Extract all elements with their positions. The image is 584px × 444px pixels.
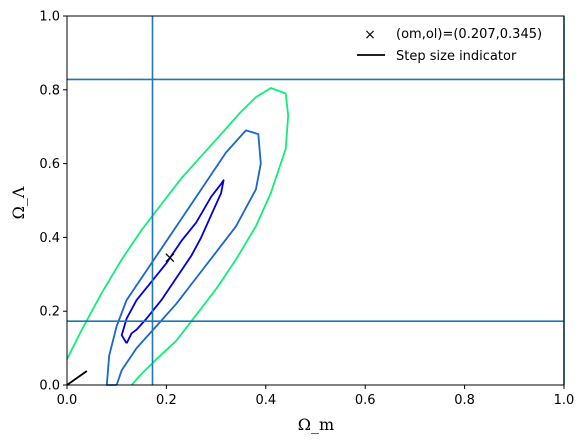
y-tick-label: 0.0	[39, 379, 60, 394]
plot-frame	[66, 15, 565, 386]
legend-label-point: (om,ol)=(0.207,0.345)	[396, 27, 542, 42]
x-tick-label: 0.2	[156, 393, 177, 408]
x-tick-label: 0.0	[57, 393, 78, 408]
y-tick-label: 0.8	[39, 83, 60, 98]
x-tick-label: 0.8	[454, 393, 475, 408]
axes	[66, 15, 565, 386]
ticks: 0.0 0.2 0.4 0.6 0.8 1.0 0.0 0.2 0.4 0.6 0.8 1.0	[39, 10, 574, 409]
legend: × (om,ol)=(0.207,0.345) Step size indica…	[357, 27, 542, 64]
step-size-indicator	[66, 370, 88, 386]
x-tick-label: 0.4	[255, 393, 276, 408]
y-tick-label: 1.0	[39, 10, 60, 25]
x-tick-label: 0.6	[355, 393, 376, 408]
contour-outer	[66, 87, 290, 386]
contour-middle	[105, 129, 262, 386]
x-axis-label: Ω_m	[298, 415, 334, 434]
marker-point-x	[165, 253, 175, 263]
y-axis-label: Ω_Λ	[9, 186, 28, 219]
marker-stroke-b	[165, 253, 175, 263]
legend-label-step: Step size indicator	[396, 49, 517, 64]
y-tick-label: 0.2	[39, 305, 60, 320]
contour-inner	[120, 179, 225, 344]
legend-marker-x-icon: ×	[364, 27, 376, 43]
plot-area	[66, 16, 565, 386]
x-tick-label: 1.0	[554, 393, 575, 408]
y-tick-label: 0.4	[39, 231, 60, 246]
y-tick-label: 0.6	[39, 157, 60, 172]
